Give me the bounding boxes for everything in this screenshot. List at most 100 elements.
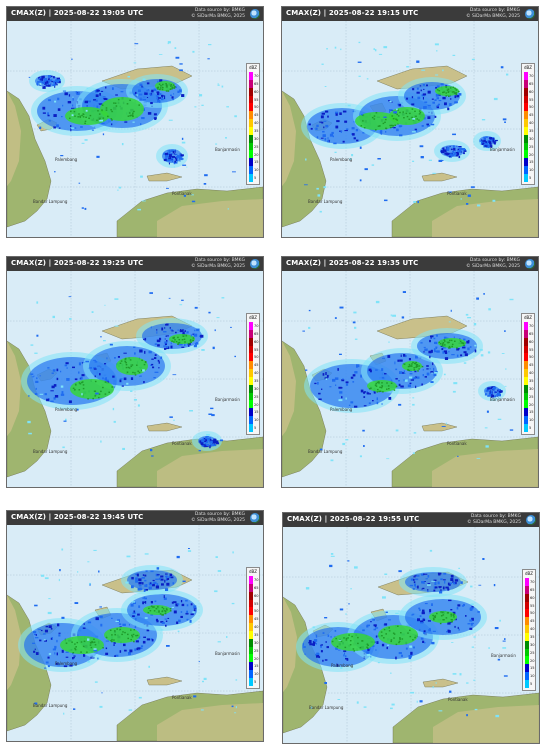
rain-cell	[399, 638, 401, 640]
rain-cell	[407, 369, 409, 371]
rain-cell	[113, 639, 115, 641]
rain-cell	[347, 637, 349, 639]
legend-tick-label: 60	[529, 339, 534, 344]
rain-cell	[450, 574, 454, 578]
rain-cell	[40, 76, 42, 79]
rain-speckle	[149, 292, 153, 294]
rain-cell	[137, 613, 140, 616]
rain-speckle	[305, 369, 308, 371]
rain-cell	[335, 111, 339, 114]
rain-cell	[352, 648, 355, 650]
rain-cell	[101, 122, 105, 124]
rain-speckle	[388, 341, 390, 343]
rain-cell	[163, 152, 165, 155]
rain-cell	[415, 129, 418, 132]
rain-cell	[61, 649, 64, 653]
legend-tick-label: 70	[254, 73, 259, 78]
legend-color-swatch	[525, 672, 529, 680]
rain-cell	[390, 640, 392, 643]
rain-cell	[453, 336, 455, 339]
legend-color-swatch	[249, 158, 253, 167]
rain-cell	[53, 83, 56, 87]
rain-cell	[102, 386, 104, 389]
rain-cell	[209, 443, 213, 447]
rain-cell	[125, 366, 128, 369]
rain-cell	[117, 356, 120, 358]
rain-cell	[104, 377, 106, 381]
rain-moderate-area	[127, 570, 177, 590]
rain-cell	[93, 390, 96, 392]
legend-color-swatch	[249, 646, 253, 655]
rain-speckle	[85, 360, 90, 363]
rain-cell	[378, 381, 380, 383]
rain-speckle	[230, 326, 232, 328]
rain-cell	[156, 339, 161, 343]
rain-speckle	[352, 321, 356, 324]
rain-cell	[43, 633, 46, 635]
rain-cell	[119, 626, 122, 628]
rain-cell	[150, 614, 154, 616]
rain-speckle	[509, 298, 514, 301]
legend-color-swatch	[524, 72, 528, 80]
rain-cell	[376, 401, 379, 405]
rain-cell	[94, 375, 96, 378]
rain-cell	[343, 637, 345, 639]
rain-cell	[448, 155, 451, 158]
rain-cell	[212, 445, 215, 447]
land-java-highlands	[432, 199, 538, 237]
rain-cell	[64, 92, 68, 96]
rain-cell	[438, 341, 441, 344]
rain-cell	[320, 650, 323, 653]
panel-header: CMAX(Z) | 2025-08-22 19:15 UTC Data sour…	[282, 7, 538, 21]
rain-speckle	[419, 700, 423, 703]
rain-cell	[132, 115, 134, 118]
rain-speckle	[118, 186, 122, 189]
rain-cell	[336, 663, 339, 667]
rain-cell	[93, 367, 97, 370]
rain-cell	[181, 346, 185, 348]
rain-speckle	[448, 191, 452, 193]
rain-cell	[158, 611, 160, 613]
legend-color-swatch	[249, 337, 253, 346]
rain-cell	[213, 438, 216, 441]
rain-speckle	[384, 573, 388, 575]
rain-cell	[48, 75, 51, 78]
rain-cell	[352, 374, 356, 377]
rain-cell	[372, 400, 374, 402]
rain-cell	[486, 145, 490, 148]
rain-speckle	[112, 407, 115, 411]
rain-cell	[442, 343, 444, 345]
rain-cell	[130, 365, 133, 368]
rain-cell	[415, 366, 417, 368]
rain-cell	[39, 375, 41, 377]
rain-cell	[388, 100, 391, 102]
rain-cell	[159, 87, 162, 89]
rain-speckle	[173, 166, 175, 168]
rain-cell	[195, 342, 199, 345]
rain-speckle	[428, 159, 432, 161]
rain-speckle	[81, 393, 83, 396]
rain-cell	[356, 364, 360, 368]
rain-speckle	[504, 638, 506, 640]
rain-cell	[487, 394, 490, 397]
rain-speckle	[93, 549, 97, 551]
rain-cell	[146, 584, 148, 587]
rain-cell	[160, 85, 162, 87]
rain-cell	[430, 337, 432, 339]
rain-cell	[389, 110, 391, 113]
rain-cell	[489, 139, 492, 142]
rain-speckle	[148, 665, 150, 668]
rain-cell	[161, 95, 166, 97]
rain-speckle	[338, 639, 342, 641]
rain-cell	[150, 94, 152, 96]
rain-cell	[375, 112, 378, 114]
rain-cell	[99, 615, 103, 618]
rain-cell	[105, 640, 110, 642]
rain-cell	[165, 575, 168, 579]
rain-cell	[73, 107, 77, 110]
legend-tick-label: 50	[529, 105, 534, 110]
rain-cell	[403, 354, 406, 357]
rain-cell	[135, 618, 137, 621]
rain-cell	[170, 94, 172, 96]
